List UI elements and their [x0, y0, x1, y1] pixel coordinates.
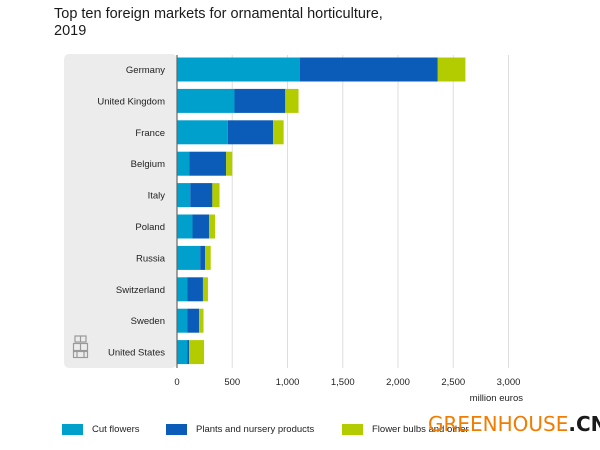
x-tick-labels: 0 500 1,000 1,500 2,000 2,500 3,000 — [174, 377, 520, 388]
legend-swatch — [342, 424, 363, 435]
x-tick-label: 2,500 — [441, 377, 465, 388]
x-tick-label: 500 — [224, 377, 240, 388]
bar-segment — [437, 57, 466, 82]
category-label: Italy — [148, 191, 166, 202]
greenhouse-watermark: GREENHOUSE.CN — [428, 412, 600, 436]
bar-segment — [177, 308, 188, 333]
legend-label: Plants and nursery products — [196, 424, 315, 435]
x-tick-label: 2,000 — [386, 377, 410, 388]
category-label: Switzerland — [116, 285, 165, 296]
bar-segment — [192, 214, 210, 239]
bar-segment — [177, 57, 300, 82]
bar-segment — [177, 88, 235, 113]
watermark-part2: .CN — [568, 412, 600, 436]
category-panel — [64, 54, 177, 368]
watermark-part1: GREENHOUSE — [428, 412, 569, 436]
bar-segment — [177, 245, 201, 270]
category-labels: Germany United Kingdom France Belgium Italy P… — [97, 65, 165, 359]
legend-label: Flower bulbs and other — [372, 424, 469, 435]
bar-segment — [202, 277, 208, 302]
legend-swatch — [62, 424, 83, 435]
bar-segment — [187, 277, 203, 302]
legend-item-cut-flowers: Cut flowers — [62, 424, 166, 435]
bar-segment — [177, 340, 188, 365]
x-tick-label: 0 — [174, 377, 179, 388]
category-label: Poland — [135, 222, 165, 233]
bar-segment — [189, 151, 227, 176]
category-label: Belgium — [131, 159, 165, 170]
bar-segment — [177, 120, 228, 145]
x-tick-label: 3,000 — [497, 377, 521, 388]
bar-segment — [227, 120, 274, 145]
category-label: Sweden — [131, 316, 165, 327]
bar-segment — [212, 183, 220, 208]
x-tick-label: 1,000 — [276, 377, 300, 388]
bar-segment — [189, 340, 205, 365]
category-label: United States — [108, 348, 165, 359]
building-logo-icon — [72, 335, 90, 364]
bar-segment — [187, 340, 190, 365]
legend: Cut flowers Plants and nursery products … — [62, 424, 502, 435]
legend-item-flower-bulbs: Flower bulbs and other — [342, 424, 502, 435]
chart-title: Top ten foreign markets for ornamental h… — [54, 6, 383, 39]
legend-label: Cut flowers — [92, 424, 140, 435]
bar-segment — [199, 308, 204, 333]
bar-segment — [177, 183, 191, 208]
bar-segment — [177, 151, 190, 176]
category-label: Russia — [136, 253, 166, 264]
legend-item-plants-nursery: Plants and nursery products — [166, 424, 342, 435]
bar-segment — [177, 214, 193, 239]
bar-segment — [273, 120, 284, 145]
bar-segment — [234, 88, 286, 113]
bar-segment — [285, 88, 299, 113]
bar-segment — [200, 245, 206, 270]
legend-swatch — [166, 424, 187, 435]
category-label: Germany — [126, 65, 165, 76]
category-label: France — [135, 128, 165, 139]
category-label: United Kingdom — [97, 96, 165, 107]
bar-segment — [205, 245, 211, 270]
bar-segment — [209, 214, 216, 239]
bar-segment — [299, 57, 438, 82]
bar-segment — [190, 183, 213, 208]
x-axis-label: million euros — [470, 393, 524, 404]
x-tick-label: 1,500 — [331, 377, 355, 388]
bar-segment — [226, 151, 233, 176]
bars — [177, 57, 466, 365]
bar-segment — [177, 277, 188, 302]
bar-segment — [187, 308, 200, 333]
